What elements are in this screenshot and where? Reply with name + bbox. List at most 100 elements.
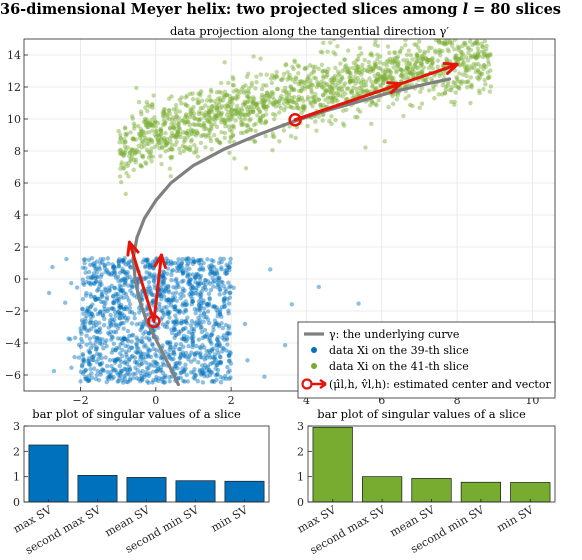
green-point (409, 71, 414, 77)
green-point (261, 103, 267, 109)
green-point (242, 99, 247, 104)
blue-point (177, 355, 183, 361)
blue-point (127, 372, 132, 377)
blue-point (175, 282, 180, 288)
blue-point (128, 265, 133, 270)
green-point (250, 100, 256, 106)
blue-point (197, 303, 202, 308)
green-point (242, 101, 247, 107)
blue-point (119, 311, 125, 316)
blue-point (198, 303, 204, 309)
green-point (261, 104, 266, 109)
blue-point (169, 277, 174, 283)
green-point (354, 58, 359, 63)
green-point (175, 129, 181, 135)
blue-point (194, 287, 199, 293)
blue-point (211, 379, 217, 385)
green-point (330, 80, 336, 85)
green-point (136, 99, 142, 105)
blue-point (165, 319, 171, 325)
green-point (451, 102, 457, 107)
green-point (222, 59, 227, 65)
green-point (389, 75, 394, 80)
blue-point (172, 320, 177, 326)
blue-point (101, 346, 106, 351)
green-point (165, 115, 170, 120)
green-point (128, 130, 133, 135)
green-point (301, 103, 306, 108)
green-point (265, 90, 270, 96)
green-point (360, 66, 365, 71)
green-point (194, 122, 200, 127)
y-tick-label: 14 (7, 49, 21, 62)
blue-point (120, 337, 125, 343)
blue-point (169, 269, 174, 274)
green-point (128, 158, 134, 163)
blue-point (120, 257, 125, 263)
green-point (274, 86, 280, 92)
blue-point (155, 366, 161, 372)
blue-point (188, 285, 194, 291)
blue-point (94, 372, 100, 378)
green-point (340, 108, 346, 113)
blue-point (200, 300, 206, 305)
green-point (149, 122, 154, 127)
green-point (272, 97, 277, 102)
green-point (341, 83, 346, 88)
blue-point (118, 369, 124, 375)
green-point (264, 72, 269, 77)
green-point (253, 128, 258, 134)
blue-point (165, 309, 170, 314)
green-point (390, 101, 396, 107)
blue-point (166, 284, 171, 290)
blue-point (215, 337, 220, 343)
green-point (287, 124, 292, 129)
green-point (126, 174, 131, 179)
green-point (219, 120, 224, 125)
green-point (442, 90, 448, 96)
green-point (457, 56, 462, 61)
blue-point (146, 260, 151, 265)
blue-point (106, 271, 112, 276)
green-point (197, 118, 202, 123)
blue-point (179, 279, 185, 284)
blue-point (179, 336, 185, 342)
blue-point (181, 327, 186, 332)
blue-point (194, 343, 199, 349)
green-point (431, 84, 436, 89)
green-point (172, 126, 177, 131)
green-point (452, 99, 457, 104)
green-point (484, 43, 489, 49)
blue-point (226, 265, 232, 270)
green-point (348, 73, 353, 78)
green-point (259, 99, 264, 105)
green-point (364, 88, 369, 94)
blue-point (99, 293, 105, 298)
green-point (191, 111, 197, 116)
blue-point (202, 373, 207, 379)
blue-point (147, 262, 153, 268)
green-point (156, 132, 161, 138)
green-point (395, 93, 400, 98)
green-point (389, 60, 395, 66)
green-point (300, 79, 305, 84)
blue-point (127, 333, 132, 338)
blue-point (162, 270, 167, 275)
blue-point (155, 365, 161, 370)
green-point (190, 128, 196, 133)
blue-point (160, 322, 165, 327)
green-point (436, 50, 441, 55)
blue-point (188, 290, 194, 295)
green-point (372, 60, 378, 65)
blue-point (108, 312, 113, 318)
blue-point (121, 260, 127, 265)
blue-point (167, 340, 173, 345)
blue-point (122, 366, 127, 371)
blue-point (91, 334, 97, 340)
blue-point (111, 265, 116, 270)
blue-point (113, 347, 118, 353)
green-point (329, 121, 334, 126)
green-point (174, 132, 179, 138)
blue-point (198, 257, 203, 263)
green-point (143, 160, 148, 165)
